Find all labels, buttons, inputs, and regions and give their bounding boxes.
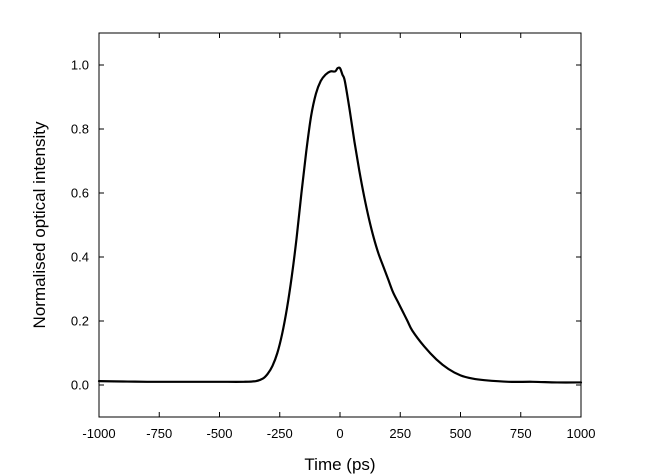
y-tick-labels: 0.0 0.2 0.4 0.6 0.8 1.0	[71, 58, 89, 393]
y-axis-ticks	[99, 64, 581, 386]
series-line-intensity	[97, 66, 583, 384]
y-tick-label: 0.6	[71, 186, 89, 201]
x-tick-label: -250	[267, 426, 293, 441]
x-tick-label: -500	[206, 426, 232, 441]
x-axis-title: Time (ps)	[304, 455, 375, 474]
x-tick-label: -1000	[82, 426, 115, 441]
y-tick-label: 1.0	[71, 58, 89, 73]
y-tick-label: 0.0	[71, 378, 89, 393]
x-tick-label: 0	[336, 426, 343, 441]
x-tick-label: -750	[146, 426, 172, 441]
y-tick-label: 0.4	[71, 250, 89, 265]
x-axis-ticks	[98, 33, 582, 417]
y-tick-label: 0.2	[71, 314, 89, 329]
x-tick-label: 1000	[567, 426, 596, 441]
x-tick-label: 250	[389, 426, 411, 441]
x-tick-labels: -1000 -750 -500 -250 0 250 500 750 1000	[82, 426, 595, 441]
y-axis-title: Normalised optical intensity	[30, 121, 49, 328]
x-tick-label: 500	[450, 426, 472, 441]
x-tick-label: 750	[510, 426, 532, 441]
plot-frame	[98, 32, 582, 418]
y-tick-label: 0.8	[71, 122, 89, 137]
